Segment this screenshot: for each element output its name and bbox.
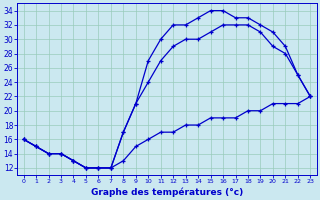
X-axis label: Graphe des températures (°c): Graphe des températures (°c) <box>91 187 243 197</box>
